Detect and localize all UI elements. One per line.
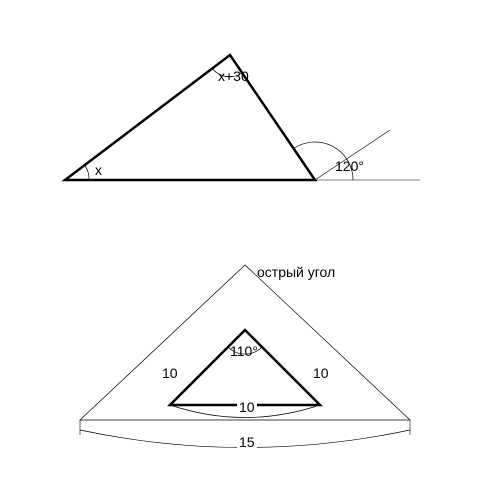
arc-x	[85, 165, 90, 180]
label-10-left: 10	[162, 365, 178, 381]
label-inner-10: 10	[237, 399, 257, 415]
label-acute: острый угол	[257, 264, 335, 280]
label-10-right: 10	[313, 365, 329, 381]
label-base-15: 15	[237, 434, 257, 450]
label-x: x	[95, 162, 102, 178]
label-110: 110°	[230, 343, 258, 359]
label-apex: x+30	[218, 68, 249, 84]
label-exterior: 120°	[335, 158, 364, 174]
diagram-container: x x+30 120° острый угол 110° 10 10 10 15	[0, 0, 500, 502]
figure1-svg	[0, 0, 500, 220]
triangle-1	[65, 55, 315, 180]
inner-triangle	[170, 330, 320, 405]
figure2-svg	[0, 220, 500, 502]
